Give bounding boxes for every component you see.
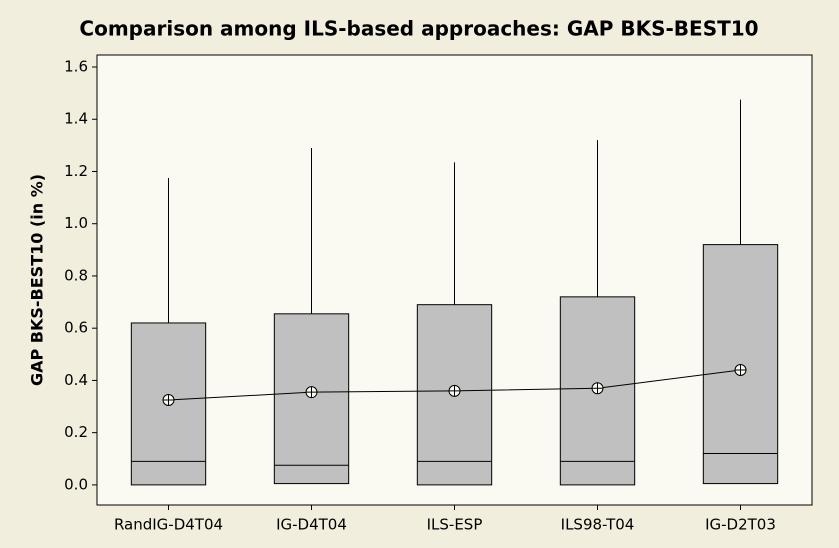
y-tick-label: 0.8 bbox=[64, 266, 88, 284]
y-tick-label: 1.4 bbox=[64, 110, 88, 128]
y-tick-label: 1.2 bbox=[64, 162, 88, 180]
box bbox=[273, 313, 350, 485]
y-tick-label: 1.6 bbox=[64, 58, 88, 76]
x-tick-label: ILS98-T04 bbox=[561, 516, 635, 534]
x-tick-label: IG-D2T03 bbox=[705, 516, 776, 534]
y-tick-label: 0.2 bbox=[64, 423, 88, 441]
y-tick-label: 0.6 bbox=[64, 319, 88, 337]
chart-title: Comparison among ILS-based approaches: G… bbox=[79, 17, 758, 41]
x-tick-label: ILS-ESP bbox=[427, 516, 483, 534]
mean-cross bbox=[449, 385, 460, 397]
y-axis-label: GAP BKS-BEST10 (in %) bbox=[28, 174, 47, 386]
mean-cross bbox=[592, 382, 603, 394]
y-tick-label: 0.0 bbox=[64, 475, 88, 493]
mean-cross bbox=[163, 394, 174, 406]
x-tick-label: IG-D4T04 bbox=[276, 516, 347, 534]
x-tick-label: RandIG-D4T04 bbox=[114, 516, 223, 534]
mean-cross bbox=[735, 364, 746, 376]
y-tick-label: 1.0 bbox=[64, 214, 88, 232]
mean-cross bbox=[306, 386, 317, 398]
y-tick-label: 0.4 bbox=[64, 371, 88, 389]
